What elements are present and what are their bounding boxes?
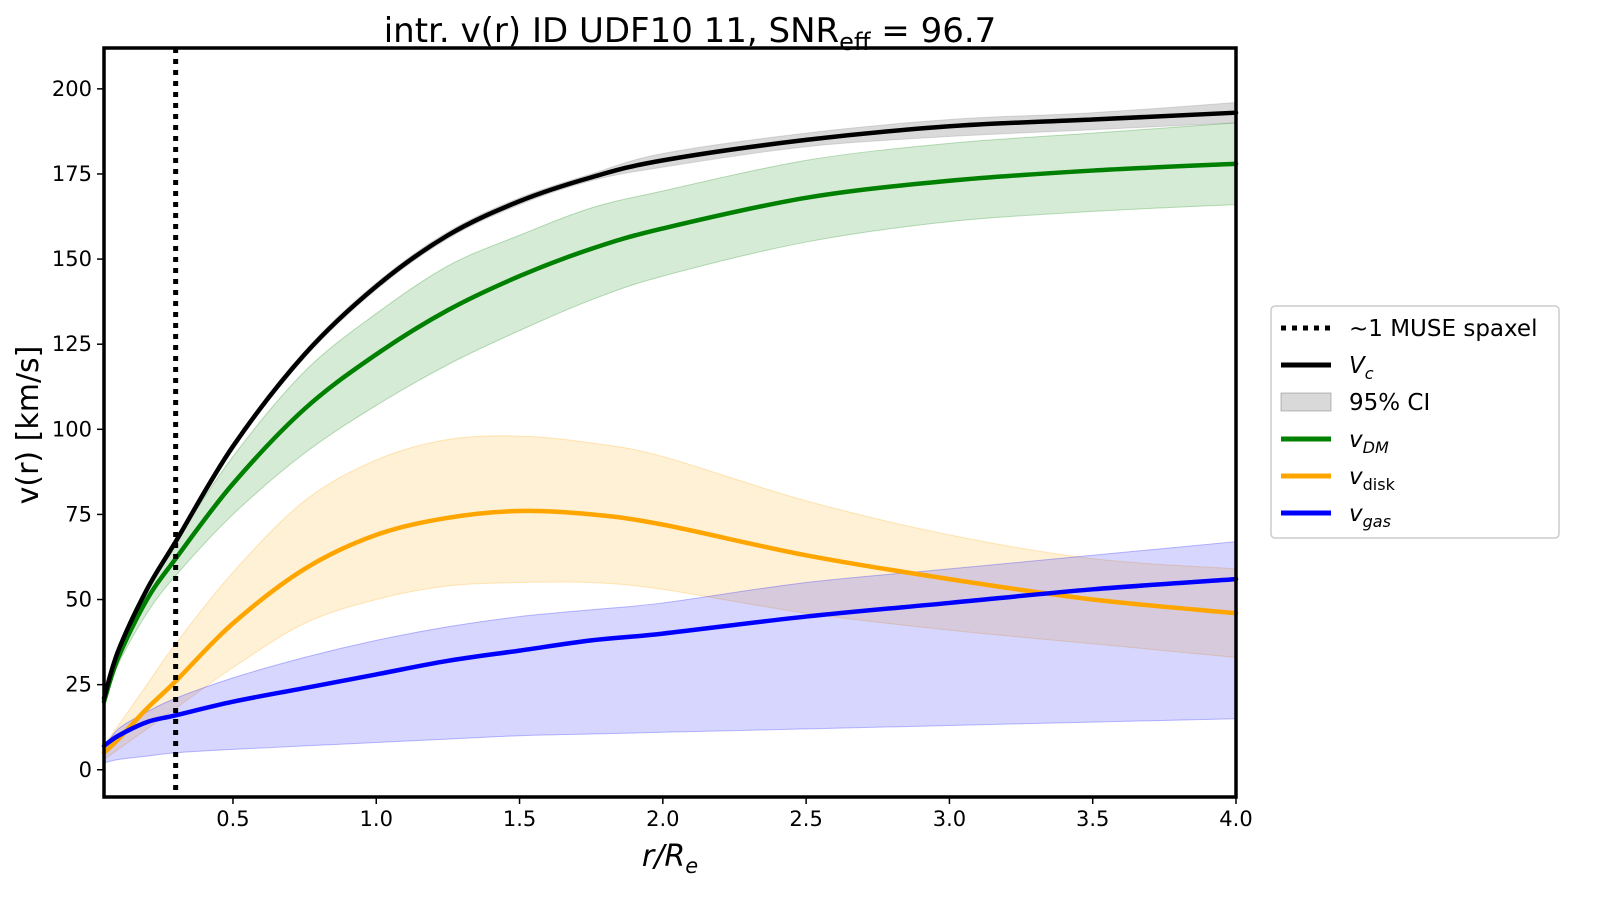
line-v-c — [101, 110, 1239, 701]
legend-label-sub: DM — [1363, 438, 1389, 457]
legend-label-main: V — [1349, 353, 1367, 379]
x-axis-label: r/Re — [642, 839, 698, 878]
legend-label-main: v — [1349, 427, 1363, 453]
legend-label: vDM — [1349, 427, 1389, 457]
y-tick-label: 25 — [65, 673, 92, 697]
legend-label: 95% CI — [1349, 390, 1430, 416]
legend-label-sub: disk — [1363, 475, 1396, 494]
x-tick-label: 3.5 — [1076, 807, 1109, 831]
legend-item: ~1 MUSE spaxel — [1281, 316, 1537, 342]
x-tick-label: 1.5 — [503, 807, 536, 831]
x-axis-label-sub: e — [685, 854, 698, 878]
x-tick-label: 1.0 — [360, 807, 393, 831]
legend-label: Vc — [1349, 353, 1374, 383]
y-tick-label: 150 — [52, 247, 92, 271]
chart-title-sub: eff — [839, 28, 871, 56]
series-lines — [101, 110, 1239, 755]
legend-item: vDM — [1281, 427, 1389, 457]
legend-label-main: ~1 MUSE spaxel — [1349, 316, 1537, 342]
y-tick-label: 125 — [52, 332, 92, 356]
y-axis-ticks: 0 25 50 75 100 125 150 175 200 — [52, 77, 104, 782]
legend-swatch-patch — [1280, 392, 1332, 412]
legend-item: vgas — [1281, 501, 1391, 531]
legend-label: vgas — [1349, 501, 1391, 531]
x-tick-label: 4.0 — [1219, 807, 1252, 831]
chart-title: intr. v(r) ID UDF10 11, SNReff = 96.7 — [384, 11, 997, 56]
y-tick-label: 100 — [52, 417, 92, 441]
y-axis-label: v(r) [km/s] — [11, 346, 46, 505]
y-tick-label: 200 — [52, 77, 92, 101]
confidence-bands — [103, 101, 1237, 764]
legend-label-sub: gas — [1363, 512, 1391, 531]
legend-label-main: v — [1349, 464, 1363, 490]
line-v-dm — [101, 161, 1239, 704]
legend-label: vdisk — [1349, 464, 1396, 494]
plot-frame — [102, 46, 1238, 799]
x-tick-label: 2.5 — [789, 807, 822, 831]
legend-label-sub: c — [1365, 364, 1374, 383]
chart-title-tail: = 96.7 — [870, 11, 996, 51]
chart-title-main: intr. v(r) ID UDF10 11, SNR — [384, 11, 839, 51]
y-tick-label: 175 — [52, 162, 92, 186]
legend-box — [1270, 305, 1560, 539]
x-tick-label: 0.5 — [216, 807, 249, 831]
line-v-gas — [101, 576, 1239, 749]
y-tick-label: 75 — [65, 502, 92, 526]
legend-label-main: v — [1349, 501, 1363, 527]
x-axis-ticks: 0.5 1.0 1.5 2.0 2.5 3.0 3.5 4.0 — [216, 797, 1253, 831]
x-tick-label: 2.0 — [646, 807, 679, 831]
legend-label-main: 95% CI — [1349, 390, 1430, 416]
x-axis-label-main: r/R — [642, 839, 685, 874]
y-tick-label: 0 — [79, 758, 92, 782]
x-tick-label: 3.0 — [933, 807, 966, 831]
legend-item: 95% CI — [1280, 390, 1430, 416]
line-v-disk — [101, 508, 1239, 755]
legend-item: Vc — [1281, 353, 1374, 383]
legend-label: ~1 MUSE spaxel — [1349, 316, 1537, 342]
y-tick-label: 50 — [65, 588, 92, 612]
legend-item: vdisk — [1281, 464, 1396, 494]
